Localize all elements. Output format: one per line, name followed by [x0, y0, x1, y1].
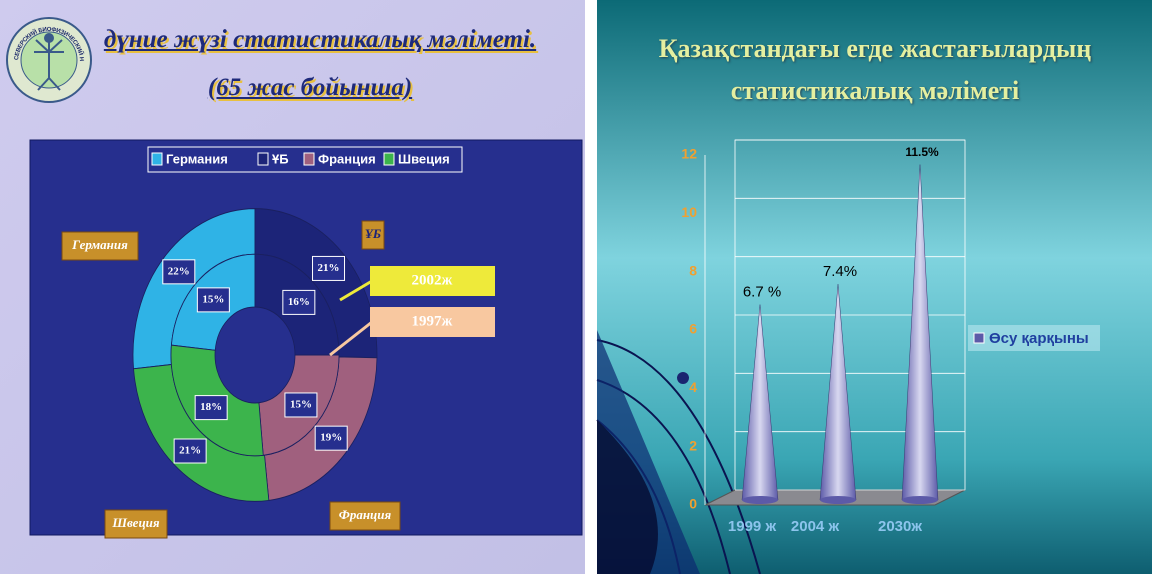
legend-label: ҰБ	[272, 151, 289, 166]
y-tick-label: 0	[689, 496, 697, 512]
value-label: 19%	[320, 432, 342, 444]
left-title: дүние жүзі статистикалық мәліметі.	[95, 26, 545, 54]
category-callout: Франция	[339, 507, 392, 522]
value-label: 7.4%	[823, 263, 857, 280]
legend-swatch	[974, 333, 984, 343]
value-label: 18%	[200, 401, 222, 413]
y-tick-label: 8	[689, 262, 697, 278]
value-label: 11.5%	[905, 145, 939, 159]
legend-swatch	[258, 153, 268, 165]
y-tick-label: 6	[689, 321, 697, 337]
y-tick-label: 12	[681, 146, 697, 162]
legend-swatch	[384, 153, 394, 165]
legend-label: Германия	[166, 151, 228, 166]
legend-swatch	[152, 153, 162, 165]
value-label: 15%	[290, 398, 312, 410]
x-tick-label: 2004 ж	[791, 518, 840, 535]
value-label: 16%	[288, 296, 310, 308]
cone-base	[902, 496, 938, 504]
y-tick-label: 4	[689, 379, 697, 395]
value-label: 15%	[202, 293, 224, 305]
x-tick-label: 1999 ж	[728, 518, 777, 535]
value-label: 21%	[318, 262, 340, 274]
category-callout: Швеция	[111, 515, 160, 530]
value-label: 6.7 %	[743, 284, 781, 301]
left-subtitle: (65 жас бойынша)	[95, 74, 525, 102]
cone-base	[742, 496, 778, 504]
value-label: 21%	[179, 445, 201, 457]
category-callout: ҰБ	[365, 226, 381, 241]
x-tick-label: 2030ж	[878, 518, 922, 535]
legend-label: Өсу қарқыны	[989, 330, 1089, 347]
category-callout: Германия	[71, 237, 128, 252]
y-tick-label: 2	[689, 437, 697, 453]
series-label: 2002ж	[412, 272, 453, 288]
legend-label: Франция	[318, 151, 376, 166]
y-tick-label: 10	[681, 204, 697, 220]
slides: СЕВЕРСКИЙ БИОФИЗИЧЕСКИЙ НАУЧНЫЙ ЦЕНТР 22…	[0, 0, 1152, 574]
cone-base	[820, 496, 856, 504]
series-label: 1997ж	[412, 313, 453, 329]
right-title: Қазақстандағы егде жастағылардың статист…	[630, 28, 1120, 112]
value-label: 22%	[168, 265, 190, 277]
legend-swatch	[304, 153, 314, 165]
legend-label: Швеция	[398, 151, 450, 166]
